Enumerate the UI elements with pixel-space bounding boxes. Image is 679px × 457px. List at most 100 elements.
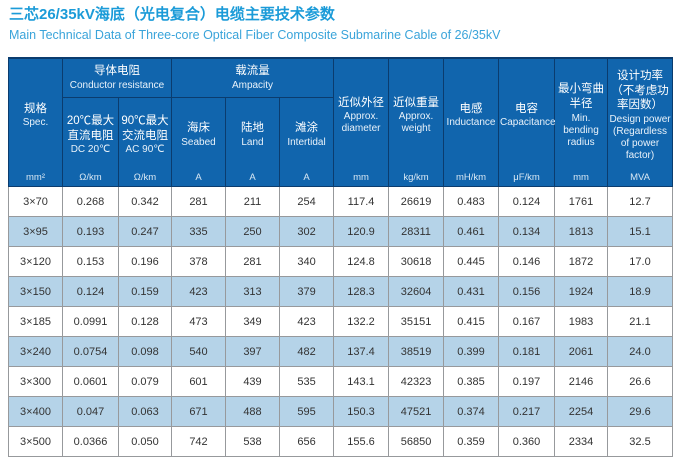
table-cell: 32604 — [388, 276, 445, 307]
page-header: 三芯26/35kV海底（光电复合）电缆主要技术参数 Main Technical… — [9, 5, 669, 43]
table-cell: 538 — [225, 426, 280, 457]
table-cell: 0.268 — [62, 186, 119, 217]
unit-seabed: A — [195, 172, 202, 183]
table-cell: 0.196 — [118, 246, 172, 277]
spec-cell: 3×120 — [8, 246, 63, 277]
table-cell: 281 — [225, 246, 280, 277]
table-cell: 38519 — [388, 336, 445, 367]
table-cell: 656 — [278, 426, 335, 457]
table-cell: 0.0601 — [62, 366, 119, 397]
table-row: 3×400 0.047 0.063 671 488 595 150.3 4752… — [8, 396, 674, 427]
table-cell: 0.342 — [118, 186, 172, 217]
unit-intertidal: A — [303, 172, 310, 183]
table-cell: 671 — [171, 396, 226, 427]
spec-cell: 3×500 — [8, 426, 63, 457]
group-header-ampacity: 载流量 Ampacity — [170, 57, 335, 98]
page-title-zh: 三芯26/35kV海底（光电复合）电缆主要技术参数 — [9, 6, 335, 23]
table-cell: 0.146 — [498, 246, 556, 277]
table-cell: 0.385 — [443, 366, 500, 397]
table-cell: 0.217 — [498, 396, 556, 427]
table-cell: 313 — [225, 276, 280, 307]
table-cell: 0.098 — [118, 336, 172, 367]
table-cell: 439 — [225, 366, 280, 397]
table-cell: 254 — [278, 186, 335, 217]
table-cell: 335 — [171, 216, 226, 247]
table-cell: 349 — [225, 306, 280, 337]
unit-inductance: mH/km — [455, 172, 487, 183]
table-cell: 0.167 — [498, 306, 556, 337]
table-cell: 281 — [171, 186, 226, 217]
table-cell: 15.1 — [607, 216, 674, 247]
table-row: 3×500 0.0366 0.050 742 538 656 155.6 568… — [8, 426, 674, 457]
cable-spec-table: 规格 Spec. mm² 导体电阻 Conductor resistance 载… — [8, 57, 674, 457]
col-header-dc-resistance: 20℃最大直流电阻 DC 20℃ Ω/km — [62, 97, 119, 187]
table-cell: 423 — [171, 276, 226, 307]
table-cell: 0.047 — [62, 396, 119, 427]
table-cell: 0.445 — [443, 246, 500, 277]
table-cell: 0.063 — [118, 396, 172, 427]
table-cell: 120.9 — [333, 216, 390, 247]
table-cell: 124.8 — [333, 246, 390, 277]
table-cell: 0.360 — [498, 426, 556, 457]
table-cell: 2061 — [554, 336, 609, 367]
spec-cell: 3×150 — [8, 276, 63, 307]
table-cell: 397 — [225, 336, 280, 367]
table-cell: 742 — [171, 426, 226, 457]
table-cell: 0.247 — [118, 216, 172, 247]
unit-land: A — [249, 172, 256, 183]
col-header-intertidal: 滩涂 Intertidal A — [278, 97, 335, 187]
table-cell: 540 — [171, 336, 226, 367]
table-cell: 132.2 — [333, 306, 390, 337]
table-cell: 28311 — [388, 216, 445, 247]
col-header-approx-diameter: 近似外径 Approx. diameter mm — [333, 57, 390, 187]
table-cell: 1813 — [554, 216, 609, 247]
table-cell: 488 — [225, 396, 280, 427]
table-cell: 0.0754 — [62, 336, 119, 367]
spec-cell: 3×185 — [8, 306, 63, 337]
table-cell: 0.050 — [118, 426, 172, 457]
spec-cell: 3×70 — [8, 186, 63, 217]
table-cell: 0.128 — [118, 306, 172, 337]
unit-capacitance: μF/km — [513, 172, 540, 183]
table-row: 3×240 0.0754 0.098 540 397 482 137.4 385… — [8, 336, 674, 367]
table-cell: 535 — [278, 366, 335, 397]
page-title-en: Main Technical Data of Three-core Optica… — [9, 28, 501, 43]
unit-diameter: mm — [353, 172, 369, 183]
table-cell: 378 — [171, 246, 226, 277]
table-cell: 0.431 — [443, 276, 500, 307]
table-row: 3×150 0.124 0.159 423 313 379 128.3 3260… — [8, 276, 674, 307]
table-cell: 18.9 — [607, 276, 674, 307]
table-cell: 0.483 — [443, 186, 500, 217]
table-cell: 155.6 — [333, 426, 390, 457]
table-cell: 35151 — [388, 306, 445, 337]
col-header-seabed: 海床 Seabed A — [171, 97, 226, 187]
table-cell: 379 — [278, 276, 335, 307]
table-cell: 0.124 — [498, 186, 556, 217]
table-cell: 0.399 — [443, 336, 500, 367]
table-row: 3×95 0.193 0.247 335 250 302 120.9 28311… — [8, 216, 674, 247]
unit-dc: Ω/km — [79, 172, 102, 183]
table-cell: 482 — [278, 336, 335, 367]
table-row: 3×70 0.268 0.342 281 211 254 117.4 26619… — [8, 186, 674, 217]
group-header-conductor-resistance: 导体电阻 Conductor resistance — [62, 57, 172, 98]
table-cell: 1983 — [554, 306, 609, 337]
table-cell: 340 — [278, 246, 335, 277]
table-cell: 250 — [225, 216, 280, 247]
table-cell: 2146 — [554, 366, 609, 397]
table-cell: 595 — [278, 396, 335, 427]
table-cell: 0.124 — [62, 276, 119, 307]
table-cell: 211 — [225, 186, 280, 217]
table-cell: 1872 — [554, 246, 609, 277]
table-cell: 1924 — [554, 276, 609, 307]
table-cell: 0.461 — [443, 216, 500, 247]
spec-cell: 3×95 — [8, 216, 63, 247]
table-cell: 0.0366 — [62, 426, 119, 457]
table-row: 3×120 0.153 0.196 378 281 340 124.8 3061… — [8, 246, 674, 277]
table-cell: 26.6 — [607, 366, 674, 397]
table-row: 3×300 0.0601 0.079 601 439 535 143.1 423… — [8, 366, 674, 397]
table-cell: 32.5 — [607, 426, 674, 457]
table-cell: 24.0 — [607, 336, 674, 367]
col-header-approx-weight: 近似重量 Approx. weight kg/km — [388, 57, 445, 187]
table-cell: 0.374 — [443, 396, 500, 427]
table-cell: 0.359 — [443, 426, 500, 457]
